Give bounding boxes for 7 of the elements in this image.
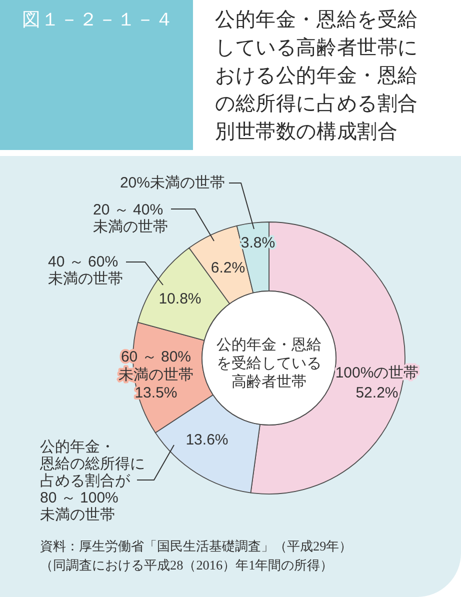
- data-label: 6.2%: [210, 260, 246, 276]
- center-label: 公的年金・恩給を受給している高齢者世帯: [216, 336, 322, 390]
- title: 公的年金・恩給を受給している高齢者世帯における公的年金・恩給の総所得に占める割合別世帯数の構成割合: [215, 9, 418, 143]
- data-label: 13.6%: [186, 432, 228, 448]
- source: 資料：厚生労働省「国民生活基礎調査」（平成29年） （同調査における平成28（2016）年1年間の所得）: [40, 538, 352, 572]
- caption: 図１－２－１－４: [22, 8, 174, 30]
- data-label: 10.8%: [158, 290, 202, 308]
